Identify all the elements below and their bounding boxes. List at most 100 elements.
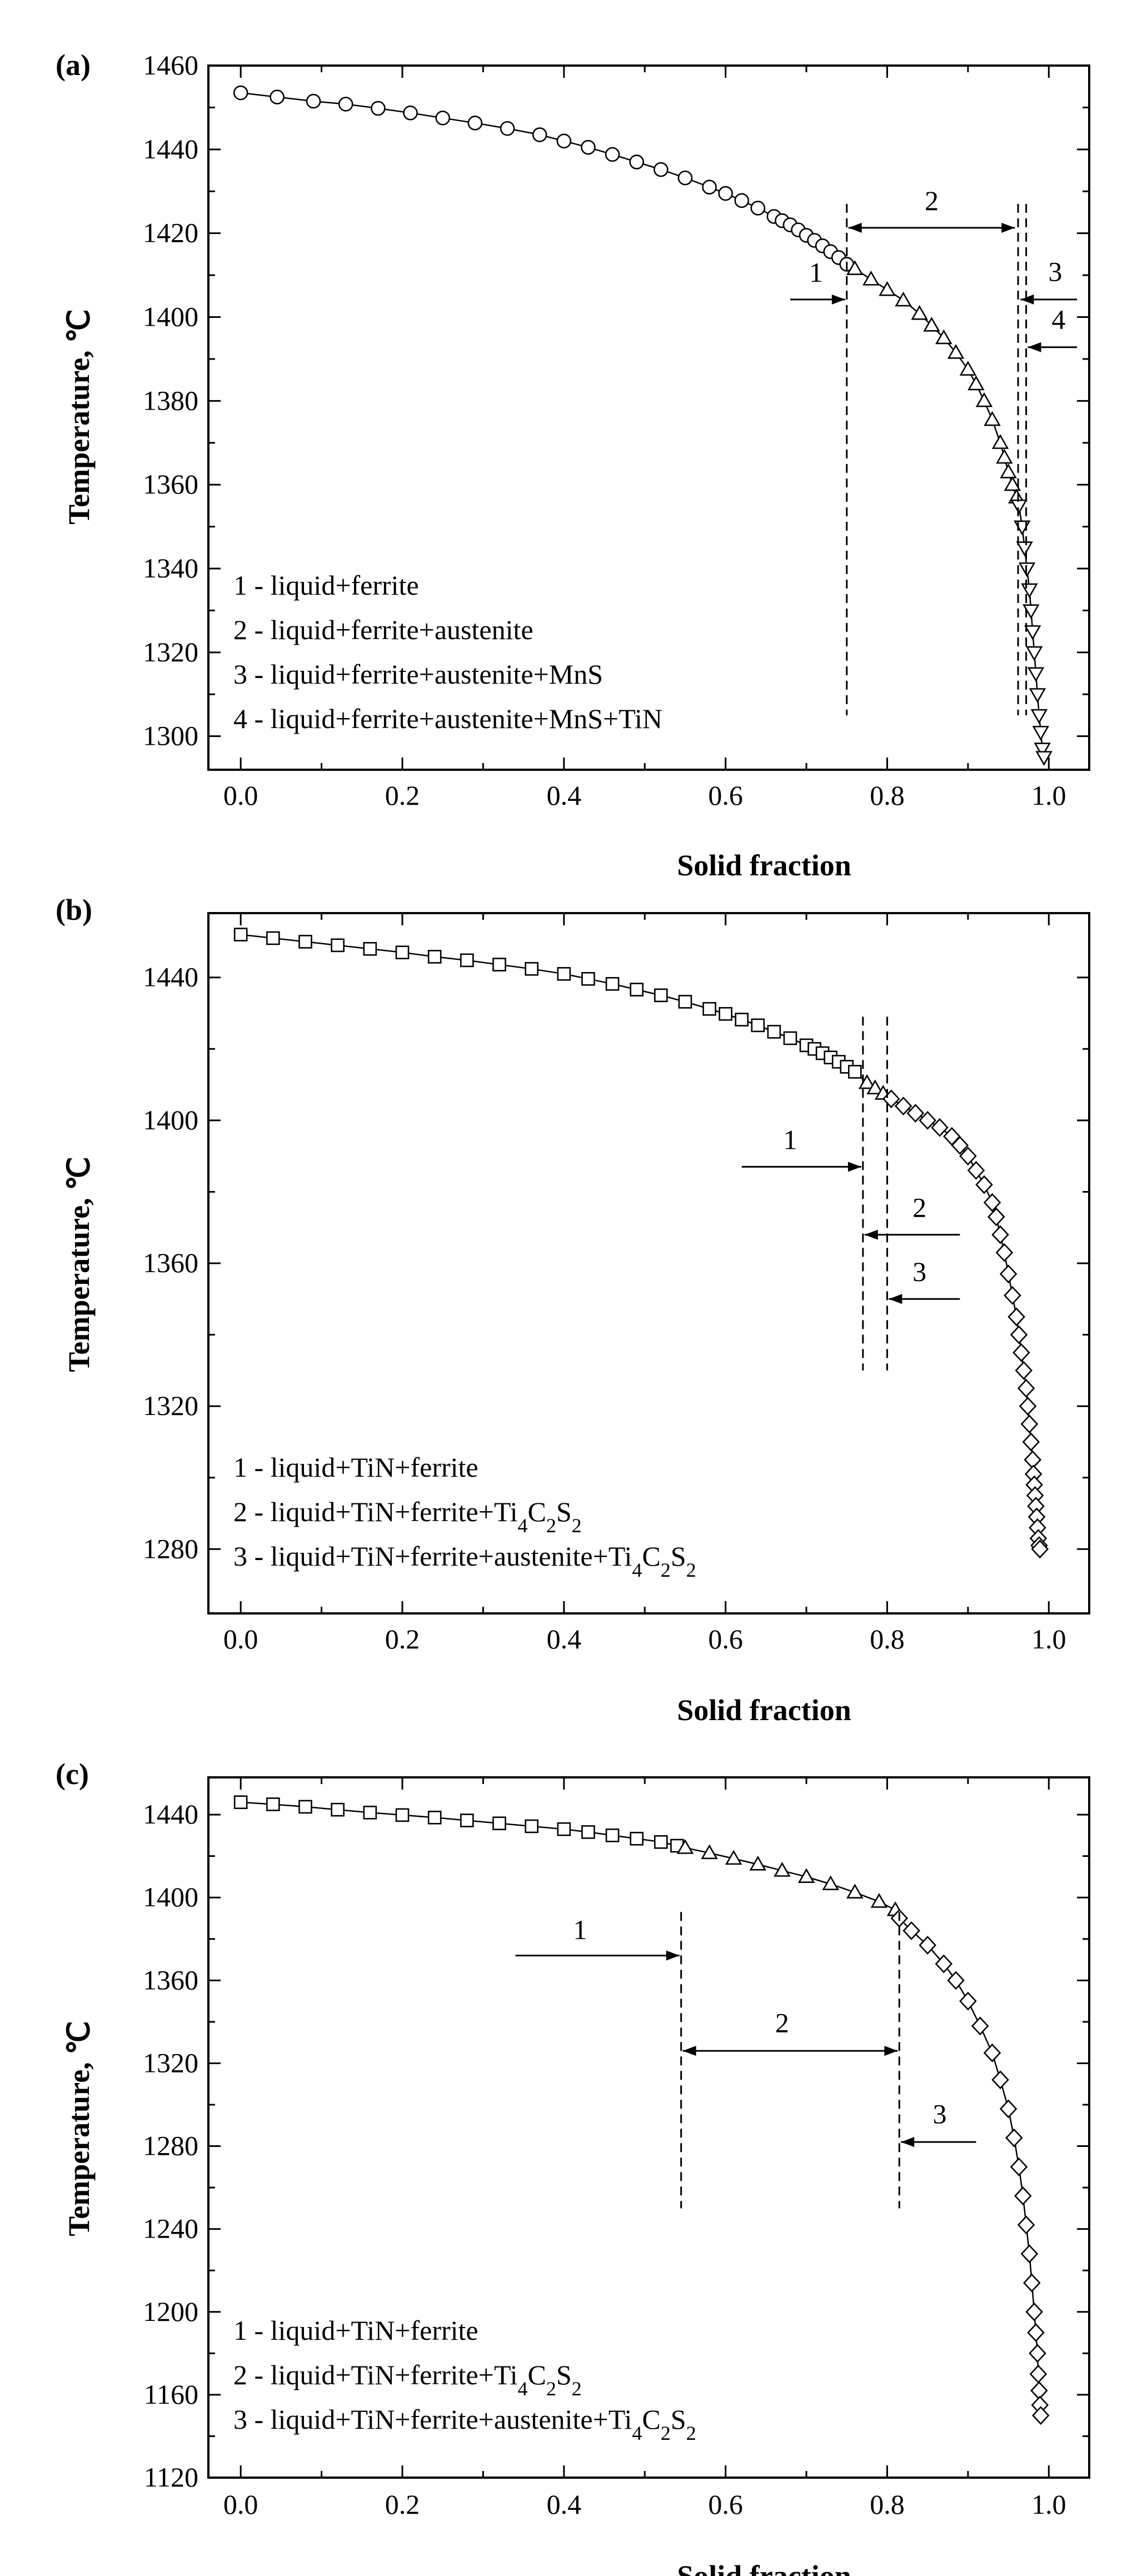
data-point xyxy=(983,2043,1001,2062)
y-tick-label: 1280 xyxy=(143,1533,198,1564)
data-point xyxy=(630,983,644,996)
data-point xyxy=(460,953,474,968)
data-point xyxy=(1020,2244,1039,2264)
data-point xyxy=(879,281,896,296)
y-tick-label: 1380 xyxy=(143,385,198,416)
x-tick-label: 0.4 xyxy=(547,780,582,811)
x-tick-label: 0.8 xyxy=(870,2489,905,2520)
x-tick-label: 0.8 xyxy=(870,780,905,811)
y-axis-title: Temperature, ℃ xyxy=(62,1157,96,1372)
data-point xyxy=(467,116,483,131)
solidification-curve xyxy=(241,92,1045,758)
series-circle xyxy=(233,85,855,272)
legend-item: 2 - liquid+TiN+ferrite+Ti4C2S2 xyxy=(233,2359,582,2400)
y-tick-label: 1440 xyxy=(143,961,198,993)
y-tick-label: 1440 xyxy=(143,133,198,165)
legend-item: 3 - liquid+TiN+ferrite+austenite+Ti4C2S2 xyxy=(233,1541,696,1581)
data-point xyxy=(1015,1361,1033,1380)
x-tick-label: 0.6 xyxy=(708,1623,743,1655)
data-point xyxy=(605,147,620,162)
x-tick-label: 0.4 xyxy=(547,1623,582,1655)
data-point xyxy=(702,1001,716,1016)
data-point xyxy=(866,1079,884,1095)
data-point xyxy=(266,1797,280,1811)
data-point xyxy=(1029,2344,1046,2363)
y-axis-title: Temperature, ℃ xyxy=(62,309,96,525)
data-point xyxy=(902,1921,920,1940)
data-point xyxy=(1014,2186,1032,2205)
data-point xyxy=(677,170,693,186)
data-point xyxy=(999,2099,1018,2119)
data-point xyxy=(735,1013,749,1027)
y-tick-label: 1360 xyxy=(143,1964,198,1995)
data-point xyxy=(1029,2364,1048,2384)
region-label: 3 xyxy=(1048,256,1062,287)
data-point xyxy=(783,1031,797,1045)
data-point xyxy=(427,1811,442,1825)
region-annotation-3: 3 xyxy=(1020,256,1078,305)
y-tick-label: 1280 xyxy=(143,2130,198,2161)
data-point xyxy=(1034,743,1051,758)
y-tick-label: 1400 xyxy=(143,1104,198,1135)
data-point xyxy=(1023,604,1040,620)
data-point xyxy=(557,966,571,981)
region-annotation-1: 1 xyxy=(790,257,845,305)
data-point xyxy=(233,85,248,101)
y-axis-title: Temperature, ℃ xyxy=(62,2021,96,2236)
y-tick-label: 1360 xyxy=(143,469,198,500)
data-point xyxy=(605,976,620,991)
data-point xyxy=(987,1207,1005,1227)
data-point xyxy=(460,1813,474,1827)
data-point xyxy=(233,1795,248,1810)
data-point xyxy=(734,193,750,208)
data-point xyxy=(525,1819,538,1833)
data-point xyxy=(1013,1343,1030,1362)
series-diamond xyxy=(890,1909,1050,2425)
region-annotation-1: 1 xyxy=(515,1914,680,1961)
region-label: 2 xyxy=(775,2007,789,2039)
data-point xyxy=(919,1936,936,1955)
data-point xyxy=(774,1862,791,1877)
data-point xyxy=(363,1806,377,1820)
data-point xyxy=(629,155,644,170)
data-point xyxy=(403,105,418,121)
data-point xyxy=(1032,726,1049,741)
x-tick-label: 0.2 xyxy=(385,780,420,811)
data-point xyxy=(581,139,596,155)
y-tick-label: 1240 xyxy=(143,2213,198,2244)
data-point xyxy=(435,110,450,126)
x-tick-label: 0.4 xyxy=(547,2489,582,2520)
region-annotation-3: 3 xyxy=(889,1256,960,1304)
region-annotation-2: 2 xyxy=(864,1192,960,1240)
data-point xyxy=(935,1954,953,1974)
data-point xyxy=(306,93,321,109)
data-point xyxy=(371,101,386,116)
region-annotation-2: 2 xyxy=(682,2007,898,2056)
data-point xyxy=(427,950,442,964)
data-point xyxy=(751,1018,765,1033)
data-point xyxy=(1017,2215,1035,2235)
data-point xyxy=(991,1225,1009,1244)
data-point xyxy=(906,1104,925,1123)
data-point xyxy=(725,1850,742,1865)
data-point xyxy=(654,1835,668,1849)
data-point xyxy=(996,449,1013,464)
data-point xyxy=(298,1800,312,1814)
data-point xyxy=(556,133,572,149)
data-point xyxy=(971,2016,989,2036)
data-point xyxy=(395,1808,410,1822)
data-point xyxy=(919,1110,936,1130)
data-point xyxy=(959,1991,977,2011)
legend-item: 3 - liquid+TiN+ferrite+austenite+Ti4C2S2 xyxy=(233,2404,696,2444)
data-point xyxy=(959,361,977,376)
data-point xyxy=(797,1868,815,1883)
plot-frame xyxy=(207,1776,1090,2479)
legend-item: 1 - liquid+ferrite xyxy=(233,570,419,601)
data-point xyxy=(995,1243,1014,1262)
data-point xyxy=(1005,2128,1023,2148)
data-point xyxy=(1030,2381,1048,2400)
series-triangle-up xyxy=(676,1839,904,1916)
chart-panel-a: 0.0 0.2 0.4 0.6 0.8 1.01300132013401360138014… xyxy=(56,48,1090,882)
data-point xyxy=(968,375,985,391)
